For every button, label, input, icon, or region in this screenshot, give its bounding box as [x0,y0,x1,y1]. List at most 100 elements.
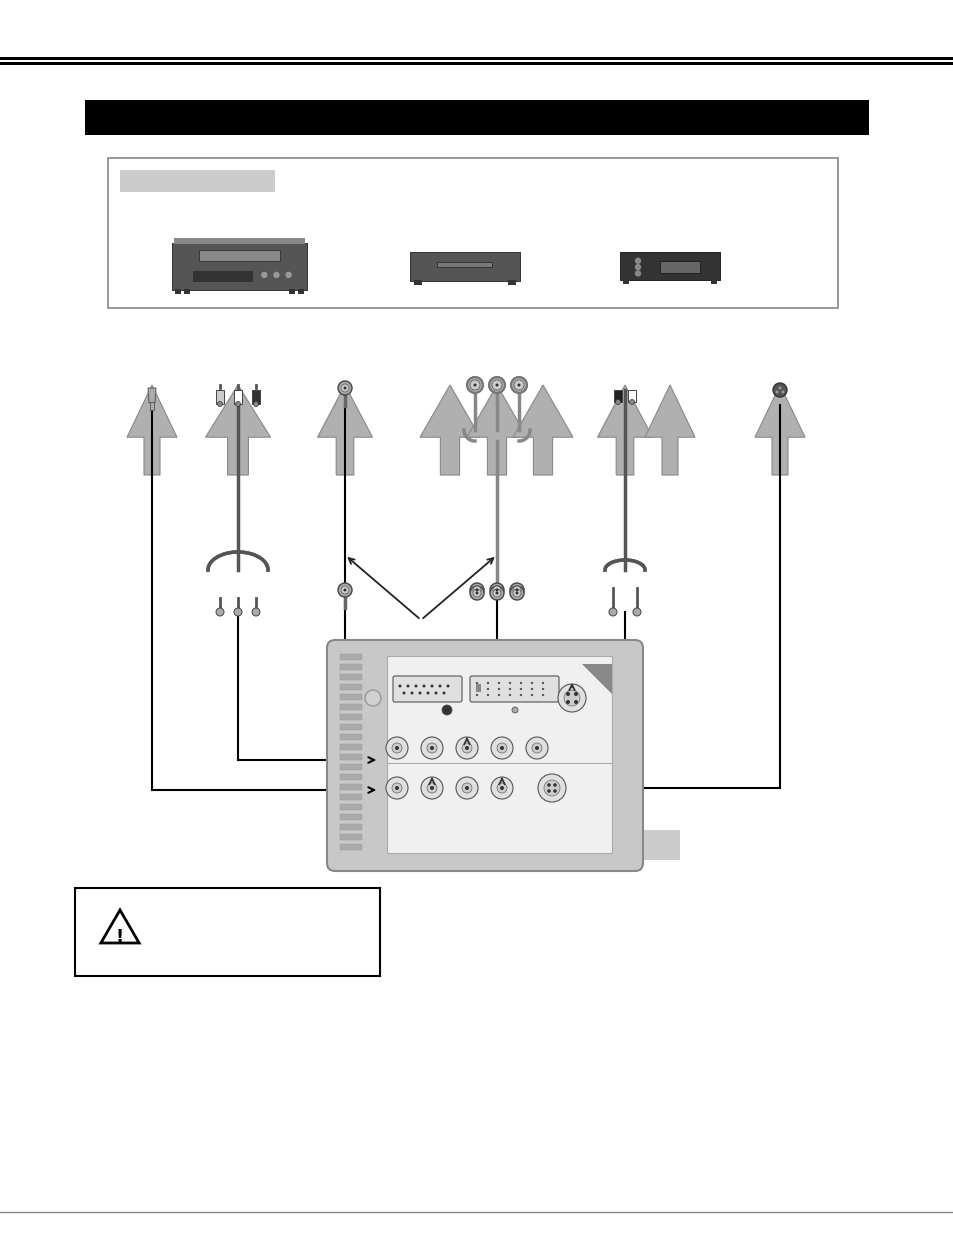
Circle shape [491,777,513,799]
Bar [476,684,480,692]
Polygon shape [148,388,156,403]
Bar [614,390,621,403]
Bar [569,830,679,860]
Text: !: ! [116,927,124,946]
Circle shape [489,377,504,393]
Circle shape [420,737,442,760]
Bar [710,279,717,284]
Circle shape [410,692,413,694]
Polygon shape [317,385,372,475]
Circle shape [553,789,557,793]
Bar [172,243,307,290]
Circle shape [525,737,547,760]
Circle shape [775,390,778,394]
Circle shape [438,684,441,688]
Bar [339,714,361,720]
Circle shape [565,700,569,704]
Circle shape [497,682,499,684]
Circle shape [510,583,523,597]
Circle shape [513,585,520,594]
Bar [339,704,361,710]
Circle shape [495,384,498,387]
Bar [0,62,953,65]
Circle shape [461,783,472,793]
Polygon shape [644,385,695,475]
Circle shape [543,781,559,797]
Circle shape [476,682,477,684]
Circle shape [541,694,543,697]
Circle shape [456,737,477,760]
Circle shape [215,608,224,616]
Polygon shape [467,385,526,475]
Bar [233,390,242,404]
Circle shape [493,585,500,594]
Bar [339,734,361,740]
Polygon shape [419,385,479,475]
Circle shape [235,401,240,406]
Circle shape [490,583,503,597]
Circle shape [565,692,569,697]
Bar [339,694,361,700]
Polygon shape [205,385,271,475]
Bar [175,289,181,294]
Circle shape [530,688,533,690]
Bar [437,262,492,267]
Circle shape [553,783,557,787]
Circle shape [491,737,513,760]
Circle shape [252,608,260,616]
Circle shape [608,608,617,616]
Circle shape [514,380,523,390]
Polygon shape [597,385,652,475]
Bar [339,655,361,659]
Bar [339,784,361,790]
Bar [298,289,304,294]
Bar [507,280,516,285]
Circle shape [517,384,520,387]
Circle shape [420,777,442,799]
Polygon shape [581,664,612,694]
Circle shape [515,592,518,594]
Circle shape [541,682,543,684]
Circle shape [547,789,550,793]
FancyBboxPatch shape [327,640,642,871]
Circle shape [398,684,401,688]
Circle shape [497,694,499,697]
Circle shape [778,387,781,389]
Circle shape [530,694,533,697]
Circle shape [217,401,222,406]
Bar [85,100,868,135]
Bar [414,280,421,285]
Bar [0,57,953,61]
Circle shape [492,380,501,390]
Bar [339,764,361,769]
Circle shape [386,737,408,760]
Circle shape [402,692,405,694]
Circle shape [508,682,511,684]
Bar [75,888,379,976]
Circle shape [392,783,401,793]
Circle shape [233,608,242,616]
Circle shape [511,377,526,393]
Circle shape [510,585,523,600]
Circle shape [464,785,469,790]
Bar [619,252,720,279]
Bar [627,390,636,403]
Circle shape [365,690,380,706]
Bar [339,684,361,690]
Bar [289,289,295,294]
Circle shape [426,692,429,694]
Bar [108,158,837,308]
Circle shape [434,692,437,694]
Circle shape [635,270,639,275]
Bar [193,270,253,282]
Bar [150,403,153,410]
Circle shape [493,589,500,597]
Circle shape [535,746,538,750]
Circle shape [497,743,506,753]
Circle shape [547,783,550,787]
Circle shape [499,746,503,750]
Bar [120,170,274,191]
Bar [339,743,361,750]
Circle shape [495,589,498,592]
Circle shape [261,273,267,278]
